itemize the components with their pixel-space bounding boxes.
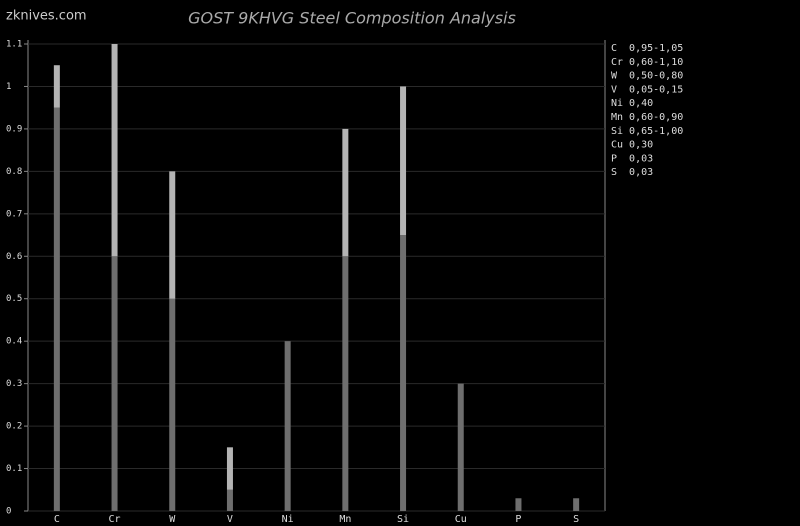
legend-entry: P 0,03	[611, 153, 653, 164]
x-tick-label: S	[573, 514, 579, 525]
bar-low	[284, 341, 291, 511]
legend-entry: S 0,03	[611, 167, 653, 178]
watermark: zknives.com	[6, 9, 87, 24]
bar-range	[400, 86, 407, 236]
legend-entry: Mn 0,60-0,90	[611, 112, 683, 123]
bar-low	[53, 107, 60, 511]
bar-range	[226, 447, 233, 490]
x-tick-label: Cu	[455, 514, 467, 525]
legend-entry: W 0,50-0,80	[611, 71, 683, 82]
y-tick-label: 0.5	[6, 294, 22, 304]
x-tick-label: Si	[397, 514, 409, 525]
y-tick-label: 0.3	[6, 379, 22, 389]
bar-low	[400, 235, 407, 511]
bar-range	[111, 44, 118, 257]
legend-entry: Cu 0,30	[611, 140, 653, 151]
x-tick-label: Cr	[109, 514, 121, 525]
bar-low	[111, 256, 118, 511]
x-tick-label: Ni	[282, 514, 294, 525]
y-tick-label: 0.9	[6, 124, 22, 134]
y-tick-label: 0.7	[6, 209, 22, 219]
y-tick-label: 0.4	[6, 337, 22, 347]
y-tick-label: 0.8	[6, 167, 22, 177]
legend-entry: Ni 0,40	[611, 98, 653, 109]
bar-range	[342, 128, 349, 257]
bar-low	[457, 383, 464, 511]
bar-low	[573, 498, 580, 511]
x-tick-label: P	[515, 514, 521, 525]
bar-range	[53, 65, 60, 108]
y-tick-label: 0.2	[6, 422, 22, 432]
bar-low	[342, 256, 349, 511]
y-tick-label: 0.6	[6, 252, 22, 262]
x-tick-label: Mn	[339, 514, 351, 525]
chart-title: GOST 9KHVG Steel Composition Analysis	[188, 9, 516, 28]
y-tick-label: 1.1	[6, 40, 22, 50]
bar-low	[169, 298, 176, 511]
y-tick-label: 1	[6, 82, 11, 92]
x-tick-label: W	[169, 514, 176, 525]
legend-entry: Cr 0,60-1,10	[611, 57, 683, 68]
bar-low	[226, 489, 233, 511]
y-tick-label: 0	[6, 507, 11, 517]
y-tick-label: 0.1	[6, 464, 22, 474]
bar-range	[169, 171, 176, 299]
bar-low	[515, 498, 522, 511]
legend-entry: V 0,05-0,15	[611, 84, 683, 95]
x-tick-label: C	[54, 514, 60, 525]
legend-entry: C 0,95-1,05	[611, 43, 683, 54]
x-tick-label: V	[227, 514, 233, 525]
legend-entry: Si 0,65-1,00	[611, 126, 683, 137]
